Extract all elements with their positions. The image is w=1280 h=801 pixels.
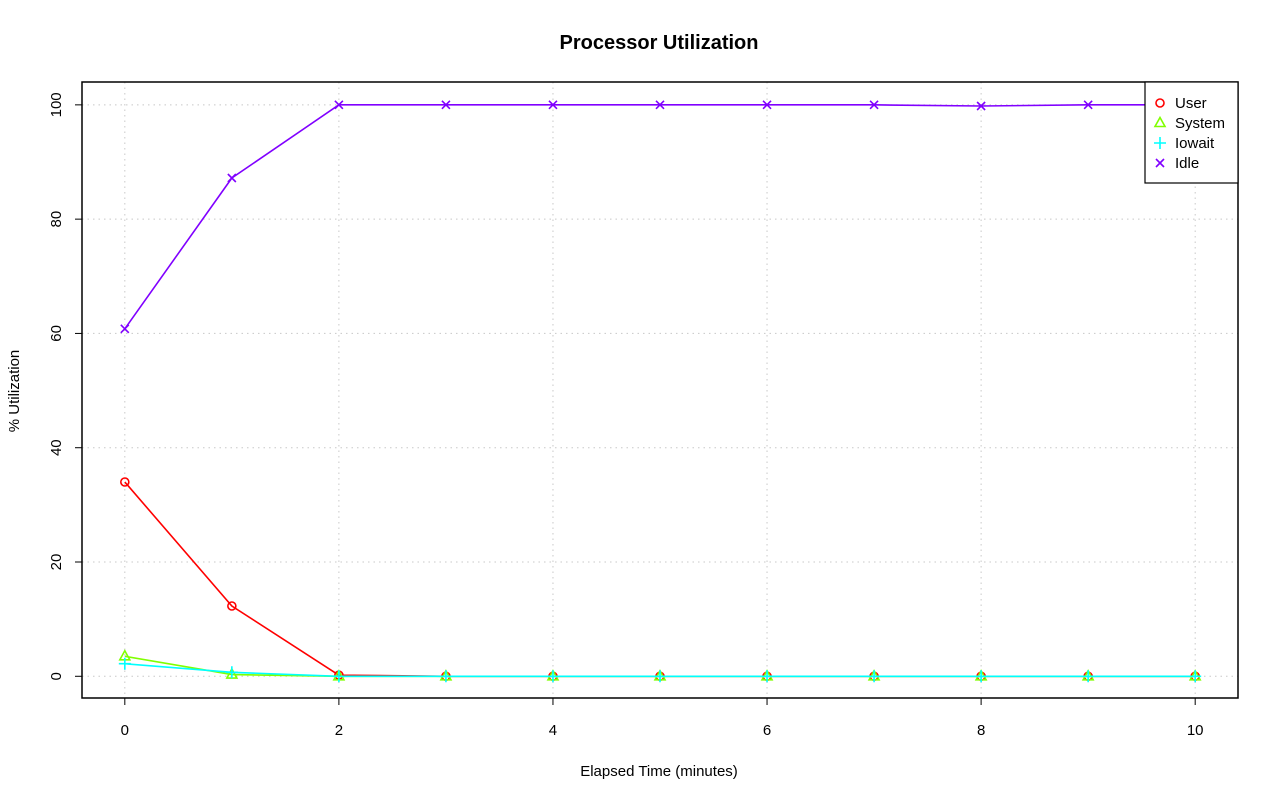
iowait-point: [225, 666, 238, 679]
idle-point: [976, 101, 986, 111]
iowait-point: [868, 670, 881, 683]
idle-point: [762, 100, 772, 110]
legend-idle-label: Idle: [1175, 155, 1199, 172]
idle-point: [334, 100, 344, 110]
x-axis-label: Elapsed Time (minutes): [580, 763, 738, 780]
plot-frame: [81, 81, 1239, 699]
idle-point: [227, 173, 237, 183]
iowait-point: [654, 670, 666, 683]
legend-user-label: User: [1175, 95, 1207, 112]
y-axis-label: % Utilization: [6, 350, 23, 433]
iowait-point: [975, 670, 988, 683]
iowait-point: [118, 657, 131, 670]
user-line: [124, 481, 1196, 678]
series-user: [120, 477, 1200, 682]
idle-point: [120, 324, 130, 334]
idle-point: [1083, 100, 1093, 110]
iowait-point: [332, 670, 345, 683]
iowait-point: [1082, 670, 1095, 683]
legend-user-symbol: [1155, 98, 1165, 108]
user-point: [120, 477, 130, 487]
y-tick-label: 0: [48, 672, 65, 680]
user-point: [227, 601, 237, 611]
legend: User System Iowait Idle: [1144, 81, 1239, 184]
x-tick-label: 8: [977, 722, 985, 739]
iowait-point: [761, 670, 774, 683]
series-idle: [120, 100, 1200, 334]
x-tick-label: 0: [121, 722, 129, 739]
y-tick-label: 60: [48, 325, 65, 342]
x-tick-label: 6: [763, 722, 771, 739]
y-tick-label: 20: [48, 554, 65, 571]
y-tick-label: 40: [48, 439, 65, 456]
idle-point: [655, 100, 665, 110]
legend-system-symbol: [1153, 115, 1167, 128]
idle-line: [124, 104, 1196, 330]
series-iowait: [118, 657, 1202, 683]
grid: [82, 82, 1238, 698]
legend-system-label: System: [1175, 115, 1225, 132]
series-layer: [118, 100, 1202, 683]
idle-point: [441, 100, 451, 110]
idle-point: [548, 100, 558, 110]
y-tick-label: 100: [48, 92, 65, 117]
iowait-point: [546, 670, 559, 683]
y-tick-label: 80: [48, 211, 65, 228]
x-tick-label: 4: [549, 722, 557, 739]
chart-title: Processor Utilization: [560, 32, 759, 54]
x-tick-label: 10: [1187, 722, 1204, 739]
iowait-point: [1189, 670, 1202, 683]
legend-iowait-symbol: [1154, 137, 1166, 149]
legend-idle-symbol: [1155, 158, 1165, 168]
idle-point: [869, 100, 879, 110]
iowait-point: [439, 670, 452, 683]
legend-iowait-label: Iowait: [1175, 135, 1215, 152]
x-tick-label: 2: [335, 722, 343, 739]
